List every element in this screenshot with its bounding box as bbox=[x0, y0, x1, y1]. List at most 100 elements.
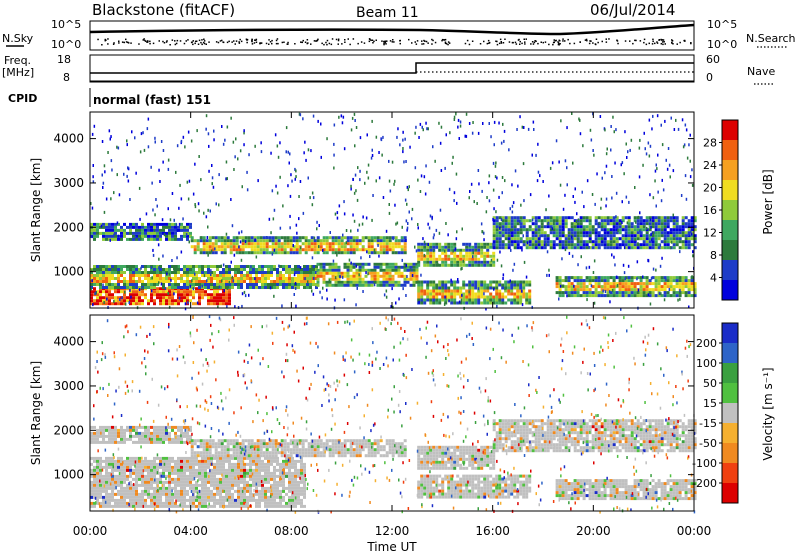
heatmap-cell bbox=[256, 251, 260, 255]
heatmap-cell bbox=[433, 233, 435, 237]
heatmap-cell bbox=[204, 486, 207, 490]
nsky-dot bbox=[269, 41, 272, 43]
heatmap-cell bbox=[264, 277, 267, 280]
heatmap-cell bbox=[261, 265, 264, 268]
heatmap-cell bbox=[180, 299, 183, 303]
heatmap-cell bbox=[273, 280, 276, 283]
heatmap-cell bbox=[93, 471, 96, 475]
heatmap-cell bbox=[237, 498, 240, 502]
heatmap-cell bbox=[177, 471, 180, 475]
heatmap-cell bbox=[531, 234, 535, 238]
heatmap-cell bbox=[417, 280, 421, 284]
heatmap-cell bbox=[341, 121, 344, 125]
heatmap-cell bbox=[459, 251, 463, 255]
heatmap-cell bbox=[349, 248, 353, 252]
heatmap-cell bbox=[207, 498, 210, 502]
heatmap-cell bbox=[337, 239, 341, 243]
heatmap-cell bbox=[373, 262, 377, 266]
heatmap-cell bbox=[147, 495, 150, 499]
heatmap-cell bbox=[195, 462, 198, 466]
heatmap-cell bbox=[207, 277, 210, 280]
heatmap-cell bbox=[129, 480, 132, 484]
heatmap-cell bbox=[135, 265, 138, 268]
heatmap-cell bbox=[660, 199, 663, 203]
heatmap-cell bbox=[675, 231, 679, 235]
heatmap-cell bbox=[234, 274, 237, 277]
heatmap-cell bbox=[206, 279, 208, 283]
heatmap-cell bbox=[561, 216, 565, 220]
heatmap-cell bbox=[177, 483, 180, 487]
heatmap-cell bbox=[159, 271, 162, 274]
heatmap-cell bbox=[232, 140, 235, 144]
heatmap-cell bbox=[603, 234, 607, 238]
heatmap-cell bbox=[189, 293, 192, 297]
heatmap-cell bbox=[636, 237, 640, 241]
heatmap-cell bbox=[153, 474, 156, 478]
heatmap-cell bbox=[690, 222, 694, 226]
heatmap-cell bbox=[687, 285, 691, 289]
heatmap-cell bbox=[189, 465, 192, 469]
heatmap-cell bbox=[219, 486, 222, 490]
heatmap-cell bbox=[108, 280, 111, 283]
heatmap-cell bbox=[241, 292, 244, 296]
heatmap-cell bbox=[105, 299, 108, 303]
heatmap-cell bbox=[147, 225, 150, 229]
heatmap-cell bbox=[254, 238, 256, 242]
heatmap-cell bbox=[162, 225, 165, 229]
nsky-dot bbox=[648, 42, 650, 45]
heatmap-cell bbox=[465, 112, 468, 116]
heatmap-cell bbox=[564, 285, 568, 289]
colorbar-tick-label: 12 bbox=[703, 227, 717, 240]
heatmap-cell bbox=[105, 302, 108, 306]
heatmap-cell bbox=[207, 274, 210, 277]
heatmap-cell bbox=[396, 221, 399, 225]
heatmap-cell bbox=[190, 245, 194, 249]
heatmap-cell bbox=[331, 242, 335, 246]
heatmap-cell bbox=[114, 237, 117, 241]
heatmap-cell bbox=[111, 462, 114, 466]
heatmap-cell bbox=[234, 498, 237, 502]
heatmap-cell bbox=[156, 480, 159, 484]
heatmap-cell bbox=[198, 495, 201, 499]
heatmap-cell bbox=[657, 219, 661, 223]
heatmap-cell bbox=[114, 222, 117, 226]
heatmap-cell bbox=[150, 465, 153, 469]
heatmap-cell bbox=[138, 234, 141, 238]
heatmap-cell bbox=[669, 279, 673, 283]
nsky-dot bbox=[584, 39, 587, 41]
heatmap-cell bbox=[225, 274, 228, 277]
heatmap-cell bbox=[444, 251, 448, 255]
heatmap-cell bbox=[450, 242, 454, 246]
heatmap-cell bbox=[234, 474, 237, 478]
heatmap-cell bbox=[600, 216, 604, 220]
nsky-dot bbox=[174, 43, 177, 46]
heatmap-cell bbox=[260, 150, 263, 154]
heatmap-cell bbox=[201, 268, 204, 271]
heatmap-cell bbox=[603, 237, 607, 241]
heatmap-cell bbox=[129, 302, 132, 306]
heatmap-cell bbox=[114, 283, 117, 286]
heatmap-cell bbox=[663, 276, 667, 280]
heatmap-cell bbox=[675, 234, 679, 238]
heatmap-cell bbox=[468, 280, 472, 284]
heatmap-cell bbox=[612, 219, 616, 223]
heatmap-cell bbox=[156, 274, 159, 277]
heatmap-cell bbox=[117, 480, 120, 484]
heatmap-cell bbox=[237, 157, 239, 161]
heatmap-cell bbox=[96, 489, 99, 493]
heatmap-cell bbox=[99, 483, 102, 487]
heatmap-cell bbox=[693, 234, 697, 238]
heatmap-cell bbox=[385, 295, 388, 299]
nsky-dot bbox=[389, 40, 392, 42]
heatmap-cell bbox=[648, 279, 652, 283]
heatmap-cell bbox=[246, 283, 249, 286]
heatmap-cell bbox=[597, 231, 601, 235]
heatmap-cell bbox=[576, 291, 580, 295]
heatmap-cell bbox=[346, 274, 350, 278]
heatmap-cell bbox=[201, 501, 204, 505]
heatmap-cell bbox=[573, 243, 577, 247]
heatmap-cell bbox=[415, 125, 417, 129]
heatmap-cell bbox=[162, 471, 165, 475]
heatmap-cell bbox=[241, 239, 245, 243]
heatmap-cell bbox=[277, 251, 281, 255]
